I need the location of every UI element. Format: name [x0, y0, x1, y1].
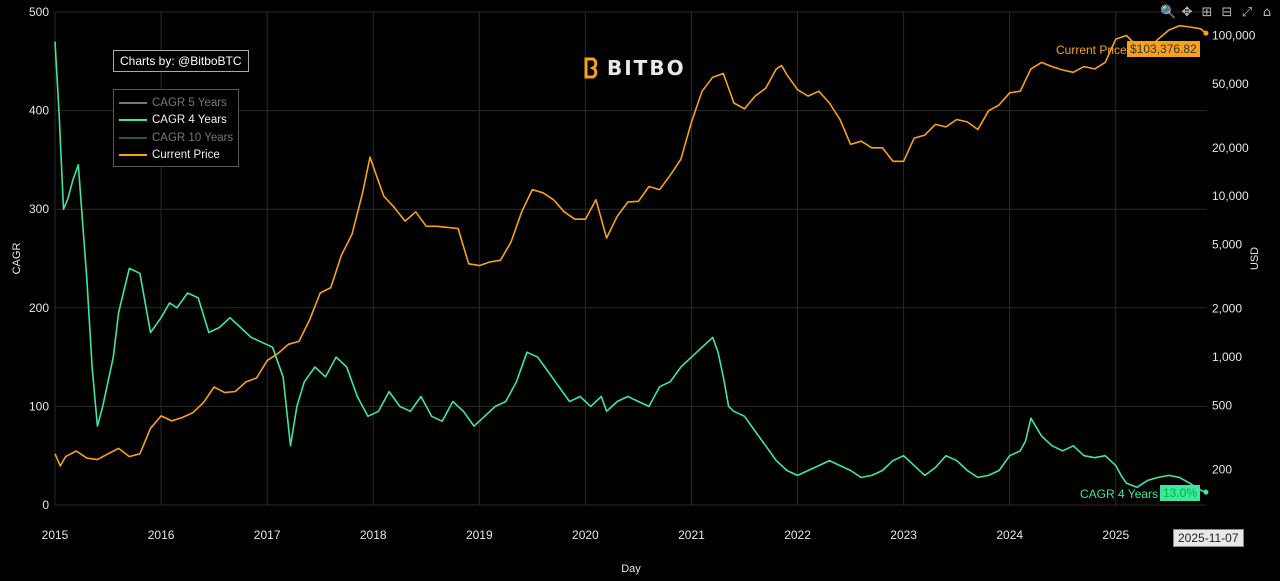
- zoom-out-icon[interactable]: ⊟: [1221, 5, 1233, 20]
- price-end-point: [1203, 30, 1209, 36]
- legend-label: Current Price: [152, 149, 220, 162]
- y-tick-label: 400: [29, 104, 49, 118]
- x-tick-label: 2018: [360, 528, 387, 542]
- legend-swatch: [119, 136, 147, 139]
- y2-tick-label: 100,000: [1212, 28, 1256, 42]
- legend-swatch: [119, 154, 147, 157]
- legend-label: CAGR 10 Years: [152, 131, 234, 144]
- y2-tick-label: 50,000: [1212, 77, 1249, 91]
- brand-name: BITBO: [607, 56, 686, 80]
- y-tick-label: 0: [42, 498, 49, 512]
- y2-tick-label: 20,000: [1212, 141, 1249, 155]
- cagr-annotation-value: 13.0%: [1160, 485, 1201, 501]
- y-tick-label: 500: [29, 5, 49, 19]
- y2-tick-label: 500: [1212, 398, 1232, 412]
- chart-toolbar: 🔍 ✥ ⊞ ⊟ ⤢ ⌂: [1160, 6, 1274, 20]
- series-layer: [54, 24, 1209, 495]
- legend-item[interactable]: CAGR 4 Years: [114, 112, 238, 130]
- x-tick-label: 2024: [996, 528, 1023, 542]
- x-tick-label: 2023: [890, 528, 917, 542]
- x-tick-label: 2022: [784, 528, 811, 542]
- y-tick-label: 300: [29, 202, 49, 216]
- legend-item[interactable]: CAGR 10 Years: [114, 129, 238, 147]
- grid: [54, 11, 1207, 506]
- x-tick-label: 2021: [678, 528, 705, 542]
- x-tick-label: 2020: [572, 528, 599, 542]
- cagr-end-point: [1203, 489, 1209, 495]
- legend-swatch: [119, 119, 147, 122]
- legend-label: CAGR 4 Years: [152, 114, 227, 127]
- zoom-icon[interactable]: 🔍: [1160, 5, 1177, 20]
- price-series-line: [54, 24, 1207, 467]
- price-annotation-value: $103,376.82: [1127, 41, 1200, 57]
- y2-tick-label: 5,000: [1212, 238, 1242, 252]
- y2-tick-label: 1,000: [1212, 350, 1242, 364]
- y2-axis-title: USD: [1249, 247, 1261, 270]
- autoscale-icon[interactable]: ⤢: [1241, 5, 1253, 20]
- x-tick-label: 2019: [466, 528, 493, 542]
- y-tick-label: 200: [29, 301, 49, 315]
- hover-date-label: 2025-11-07: [1173, 529, 1244, 547]
- y2-tick-label: 200: [1212, 462, 1232, 476]
- pan-icon[interactable]: ✥: [1181, 5, 1193, 20]
- y-axis-title: CAGR: [11, 243, 23, 275]
- cagr-series-line: [54, 41, 1207, 493]
- legend-item[interactable]: CAGR 5 Years: [114, 94, 238, 112]
- ticks: 2015 2016 2017 2018 2019 2020 2021 2022 2023 2024…: [29, 5, 1256, 542]
- zoom-in-icon[interactable]: ⊞: [1201, 5, 1213, 20]
- y-tick-label: 100: [29, 399, 49, 413]
- legend: CAGR 5 Years CAGR 4 Years CAGR 10 Years Cur…: [113, 89, 239, 167]
- x-tick-label: 2015: [42, 528, 69, 542]
- x-tick-label: 2016: [148, 528, 175, 542]
- brand-logo: BITBO: [583, 56, 686, 80]
- cagr-annotation-label: CAGR 4 Years: [1080, 487, 1159, 501]
- price-annotation-label: Current Price: [1056, 43, 1127, 57]
- x-tick-label: 2025: [1102, 528, 1129, 542]
- legend-swatch: [119, 101, 147, 104]
- y2-tick-label: 10,000: [1212, 189, 1249, 203]
- chart-credit: Charts by: @BitboBTC: [113, 50, 249, 72]
- legend-item[interactable]: Current Price: [114, 147, 238, 165]
- bitbo-logo-icon: [584, 57, 598, 79]
- y2-tick-label: 2,000: [1212, 302, 1242, 316]
- x-axis-title: Day: [621, 563, 641, 575]
- x-tick-label: 2017: [254, 528, 281, 542]
- legend-label: CAGR 5 Years: [152, 96, 227, 109]
- home-icon[interactable]: ⌂: [1262, 5, 1272, 20]
